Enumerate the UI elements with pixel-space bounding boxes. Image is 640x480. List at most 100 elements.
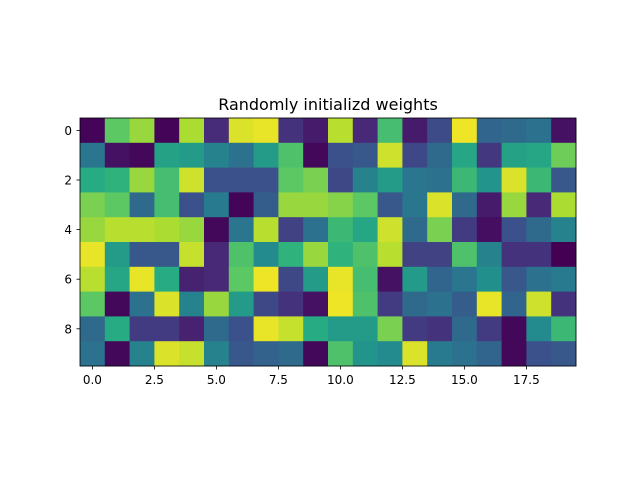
heatmap-cell-r0-c11 [352, 118, 378, 144]
heatmap-cell-r8-c18 [526, 316, 552, 342]
heatmap-cell-r9-c7 [253, 341, 279, 367]
heatmap-cell-r0-c4 [179, 118, 205, 144]
heatmap-cell-r2-c16 [476, 167, 502, 193]
heatmap-cell-r4-c10 [328, 217, 354, 243]
heatmap-cell-r8-c7 [253, 316, 279, 342]
heatmap-cell-r4-c19 [551, 217, 577, 243]
heatmap-cell-r3-c14 [427, 192, 453, 218]
heatmap-cell-r0-c8 [278, 118, 304, 144]
heatmap-cell-r8-c3 [154, 316, 180, 342]
heatmap-cell-r6-c14 [427, 266, 453, 292]
heatmap-cell-r1-c0 [80, 142, 106, 168]
heatmap-cell-r5-c3 [154, 242, 180, 268]
heatmap-cell-r0-c10 [328, 118, 354, 144]
heatmap-cell-r4-c8 [278, 217, 304, 243]
heatmap-cell-r7-c0 [80, 291, 106, 317]
heatmap-cell-r7-c4 [179, 291, 205, 317]
heatmap-cell-r3-c7 [253, 192, 279, 218]
heatmap-cell-r1-c16 [476, 142, 502, 168]
heatmap-cell-r2-c8 [278, 167, 304, 193]
y-tick-label: 4 [64, 223, 72, 237]
heatmap-cell-r9-c10 [328, 341, 354, 367]
heatmap-cell-r1-c3 [154, 142, 180, 168]
heatmap-cell-r8-c15 [452, 316, 478, 342]
heatmap-cell-r8-c11 [352, 316, 378, 342]
heatmap-cell-r5-c16 [476, 242, 502, 268]
heatmap-cell-r8-c0 [80, 316, 106, 342]
x-tick-label: 0.0 [83, 373, 102, 387]
heatmap-cell-r8-c12 [377, 316, 403, 342]
heatmap-cell-r0-c6 [228, 118, 254, 144]
y-tick-label: 0 [64, 124, 72, 138]
heatmap-cell-r7-c6 [228, 291, 254, 317]
heatmap-cell-r6-c0 [80, 266, 106, 292]
x-tick-label: 15.0 [451, 373, 478, 387]
heatmap-cell-r8-c17 [501, 316, 527, 342]
heatmap-cell-r7-c5 [204, 291, 230, 317]
heatmap-cell-r8-c1 [104, 316, 130, 342]
heatmap-cell-r9-c1 [104, 341, 130, 367]
heatmap-cell-r3-c3 [154, 192, 180, 218]
y-tick-label: 2 [64, 174, 72, 188]
heatmap-cell-r0-c2 [129, 118, 155, 144]
heatmap-cell-r1-c15 [452, 142, 478, 168]
x-tick-label: 2.5 [145, 373, 164, 387]
heatmap-cell-r6-c2 [129, 266, 155, 292]
heatmap-cell-r1-c13 [402, 142, 428, 168]
heatmap-cell-r5-c8 [278, 242, 304, 268]
heatmap-cell-r3-c9 [303, 192, 329, 218]
heatmap-cell-r3-c17 [501, 192, 527, 218]
heatmap-cell-r1-c14 [427, 142, 453, 168]
heatmap-cell-r2-c0 [80, 167, 106, 193]
heatmap-cell-r5-c5 [204, 242, 230, 268]
heatmap-cell-r9-c6 [228, 341, 254, 367]
heatmap-cell-r1-c19 [551, 142, 577, 168]
heatmap-cell-r7-c8 [278, 291, 304, 317]
heatmap-cell-r7-c7 [253, 291, 279, 317]
heatmap-cells [80, 118, 577, 367]
heatmap-cell-r4-c13 [402, 217, 428, 243]
heatmap-cell-r7-c17 [501, 291, 527, 317]
heatmap-cell-r4-c2 [129, 217, 155, 243]
heatmap-cell-r0-c1 [104, 118, 130, 144]
heatmap-cell-r5-c7 [253, 242, 279, 268]
heatmap-cell-r4-c7 [253, 217, 279, 243]
heatmap-cell-r0-c9 [303, 118, 329, 144]
heatmap-cell-r6-c13 [402, 266, 428, 292]
heatmap-cell-r4-c12 [377, 217, 403, 243]
heatmap-cell-r4-c0 [80, 217, 106, 243]
heatmap-cell-r6-c8 [278, 266, 304, 292]
heatmap-cell-r9-c12 [377, 341, 403, 367]
heatmap-cell-r1-c18 [526, 142, 552, 168]
chart-title: Randomly initializd weights [218, 95, 438, 114]
heatmap-cell-r9-c16 [476, 341, 502, 367]
x-tick-label: 17.5 [513, 373, 540, 387]
heatmap-cell-r9-c4 [179, 341, 205, 367]
heatmap-cell-r8-c10 [328, 316, 354, 342]
heatmap-cell-r1-c12 [377, 142, 403, 168]
heatmap-cell-r9-c9 [303, 341, 329, 367]
heatmap-cell-r5-c12 [377, 242, 403, 268]
heatmap-cell-r3-c11 [352, 192, 378, 218]
heatmap-cell-r2-c5 [204, 167, 230, 193]
heatmap-cell-r4-c18 [526, 217, 552, 243]
heatmap-cell-r9-c14 [427, 341, 453, 367]
heatmap-cell-r0-c14 [427, 118, 453, 144]
x-tick-label: 5.0 [207, 373, 226, 387]
heatmap-cell-r6-c6 [228, 266, 254, 292]
heatmap-cell-r4-c4 [179, 217, 205, 243]
heatmap-cell-r8-c2 [129, 316, 155, 342]
heatmap-cell-r3-c2 [129, 192, 155, 218]
heatmap-cell-r6-c9 [303, 266, 329, 292]
heatmap-cell-r7-c3 [154, 291, 180, 317]
heatmap-cell-r8-c5 [204, 316, 230, 342]
heatmap-cell-r5-c14 [427, 242, 453, 268]
heatmap-cell-r8-c16 [476, 316, 502, 342]
heatmap-cell-r0-c3 [154, 118, 180, 144]
heatmap-cell-r2-c1 [104, 167, 130, 193]
heatmap-cell-r9-c13 [402, 341, 428, 367]
heatmap-cell-r0-c18 [526, 118, 552, 144]
heatmap-cell-r5-c6 [228, 242, 254, 268]
heatmap-cell-r5-c10 [328, 242, 354, 268]
heatmap-cell-r4-c5 [204, 217, 230, 243]
